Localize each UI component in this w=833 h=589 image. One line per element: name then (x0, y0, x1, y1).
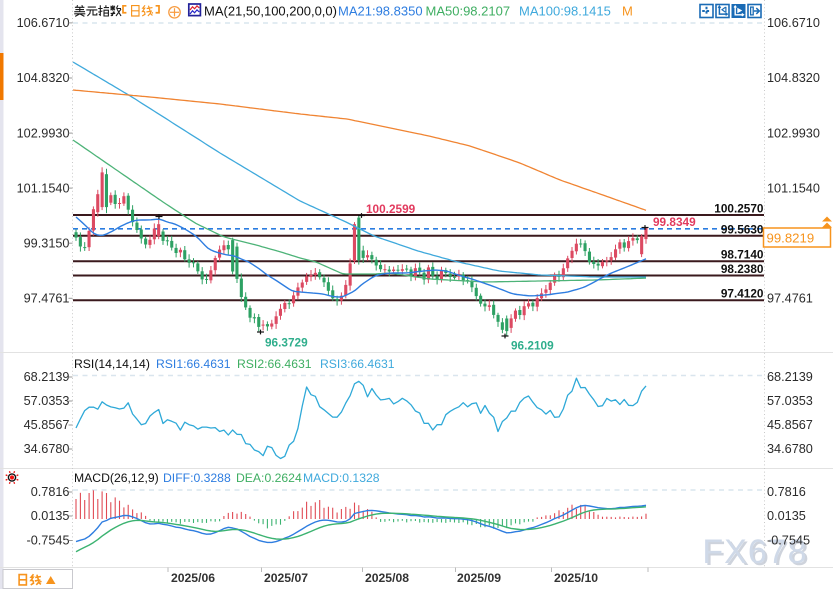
svg-text:104.8320: 104.8320 (17, 71, 70, 85)
svg-text:45.8567: 45.8567 (767, 418, 813, 432)
svg-text:96.2109: 96.2109 (511, 339, 554, 353)
svg-text:-0.7545: -0.7545 (26, 534, 69, 548)
svg-text:0.0135: 0.0135 (767, 509, 806, 523)
svg-text:68.2139: 68.2139 (24, 370, 70, 384)
svg-text:2025/06: 2025/06 (171, 571, 215, 585)
svg-text:98.7140: 98.7140 (721, 248, 764, 262)
svg-text:M: M (622, 4, 633, 19)
svg-text:MA100:98.1415: MA100:98.1415 (519, 4, 611, 19)
svg-text:0.0135: 0.0135 (31, 509, 70, 523)
svg-text:2025/10: 2025/10 (554, 571, 598, 585)
svg-text:DIFF:0.3288: DIFF:0.3288 (163, 471, 231, 485)
svg-text:RSI2:66.4631: RSI2:66.4631 (237, 357, 312, 371)
svg-text:97.4761: 97.4761 (24, 291, 70, 305)
svg-text:102.9930: 102.9930 (767, 126, 820, 140)
svg-text:100.2570: 100.2570 (714, 202, 764, 216)
svg-text:101.1540: 101.1540 (767, 181, 820, 195)
svg-text:101.1540: 101.1540 (17, 181, 70, 195)
svg-text:2025/08: 2025/08 (365, 571, 409, 585)
svg-text:34.6780: 34.6780 (767, 442, 813, 456)
svg-text:99.5630: 99.5630 (721, 222, 764, 236)
svg-text:0.7816: 0.7816 (31, 485, 70, 499)
svg-text:-0.7545: -0.7545 (767, 534, 810, 548)
svg-text:RSI3:66.4631: RSI3:66.4631 (320, 357, 395, 371)
svg-text:34.6780: 34.6780 (24, 442, 70, 456)
svg-text:57.0353: 57.0353 (24, 394, 70, 408)
svg-text:FX678: FX678 (705, 535, 810, 573)
svg-text:MA(21,50,100,200,0,0): MA(21,50,100,200,0,0) (204, 4, 337, 19)
svg-text:FX678: FX678 (702, 533, 807, 571)
svg-text:104.8320: 104.8320 (767, 71, 820, 85)
svg-text:0.7816: 0.7816 (767, 485, 806, 499)
svg-text:106.6710: 106.6710 (17, 16, 70, 30)
svg-text:97.4120: 97.4120 (721, 287, 764, 301)
svg-text:2025/09: 2025/09 (457, 571, 501, 585)
svg-text:97.4761: 97.4761 (767, 291, 813, 305)
svg-text:68.2139: 68.2139 (767, 370, 813, 384)
svg-text:96.3729: 96.3729 (265, 336, 308, 350)
svg-text:MACD(26,12,9): MACD(26,12,9) (74, 471, 159, 485)
svg-text:99.8349: 99.8349 (653, 215, 696, 229)
svg-text:102.9930: 102.9930 (17, 126, 70, 140)
svg-text:MA21:98.8350: MA21:98.8350 (338, 4, 423, 19)
svg-text:106.6710: 106.6710 (767, 16, 820, 30)
svg-text:MA50:98.2107: MA50:98.2107 (426, 4, 511, 19)
svg-text:DEA:0.2624: DEA:0.2624 (236, 471, 302, 485)
svg-text:98.2380: 98.2380 (721, 262, 764, 276)
svg-text:RSI(14,14,14): RSI(14,14,14) (74, 357, 150, 371)
svg-text:57.0353: 57.0353 (767, 394, 813, 408)
svg-text:RSI1:66.4631: RSI1:66.4631 (156, 357, 231, 371)
svg-text:100.2599: 100.2599 (366, 202, 416, 216)
svg-text:45.8567: 45.8567 (24, 418, 70, 432)
svg-text:99.8219: 99.8219 (767, 231, 815, 246)
svg-text:2025/07: 2025/07 (264, 571, 308, 585)
svg-text:99.3150: 99.3150 (24, 236, 70, 250)
svg-text:MACD:0.1328: MACD:0.1328 (303, 471, 380, 485)
